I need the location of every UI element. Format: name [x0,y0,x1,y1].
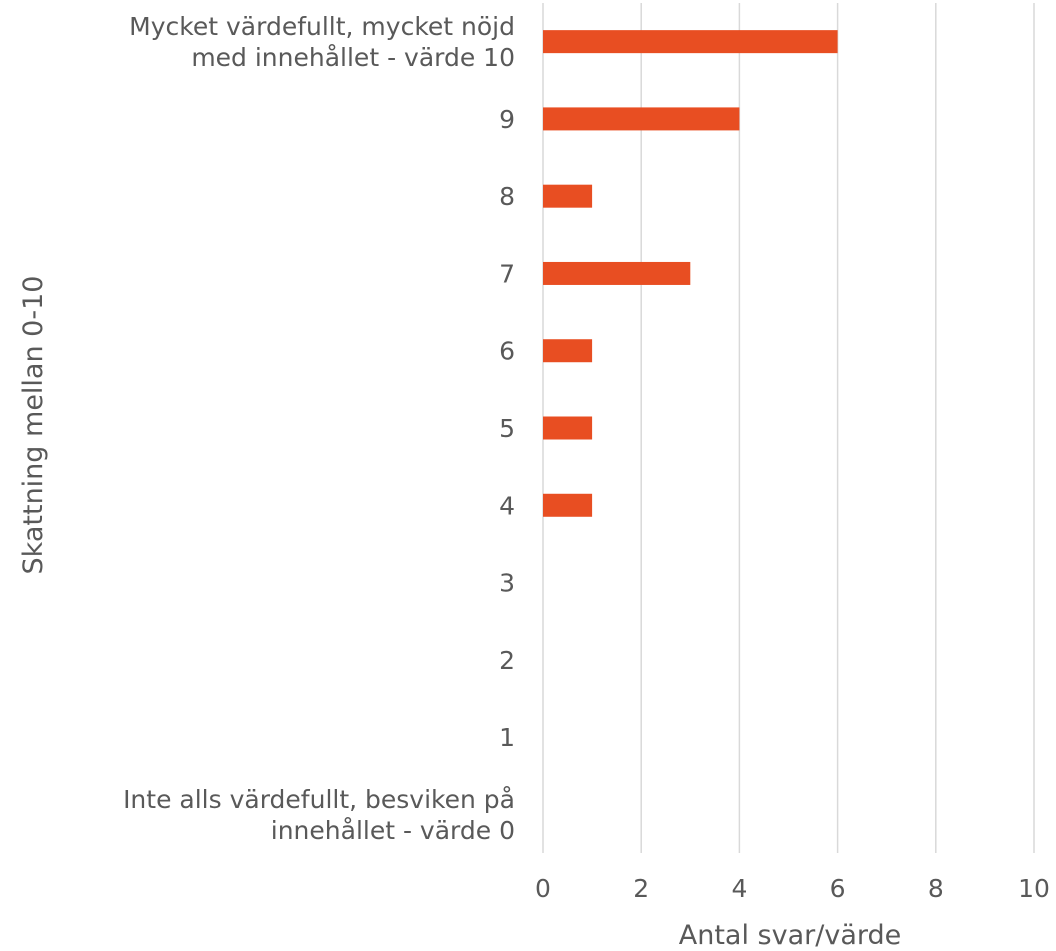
x-axis-title: Antal svar/värde [679,920,902,951]
category-label: Inte alls värdefullt, besviken på innehål… [123,785,515,845]
x-tick-label: 6 [830,874,846,903]
gridlines [542,3,1035,853]
category-label: 8 [499,182,515,211]
bar [543,184,593,208]
category-label: 6 [499,337,515,366]
bar [543,30,838,54]
bars [543,30,838,517]
category-label: 4 [499,491,515,520]
category-label: 3 [499,569,515,598]
x-tick-label: 2 [633,874,649,903]
category-label: 9 [499,105,515,134]
x-tick-labels: 0 2 4 6 8 10 [535,874,1050,903]
bar [543,261,691,285]
bar [543,416,593,440]
category-label: 7 [499,259,515,288]
category-label: 5 [499,414,515,443]
category-label: Mycket värdefullt, mycket nöjd med innehå… [129,12,515,72]
category-label: 2 [499,646,515,675]
bar [543,107,740,131]
category-labels: Inte alls värdefullt, besviken på innehål… [123,12,515,845]
x-tick-label: 8 [928,874,944,903]
bar [543,493,593,517]
category-label: 1 [499,723,515,752]
bar [543,339,593,363]
x-tick-label: 10 [1018,874,1050,903]
y-axis-title: Skattning mellan 0-10 [18,276,49,575]
x-tick-label: 4 [731,874,747,903]
x-tick-label: 0 [535,874,551,903]
